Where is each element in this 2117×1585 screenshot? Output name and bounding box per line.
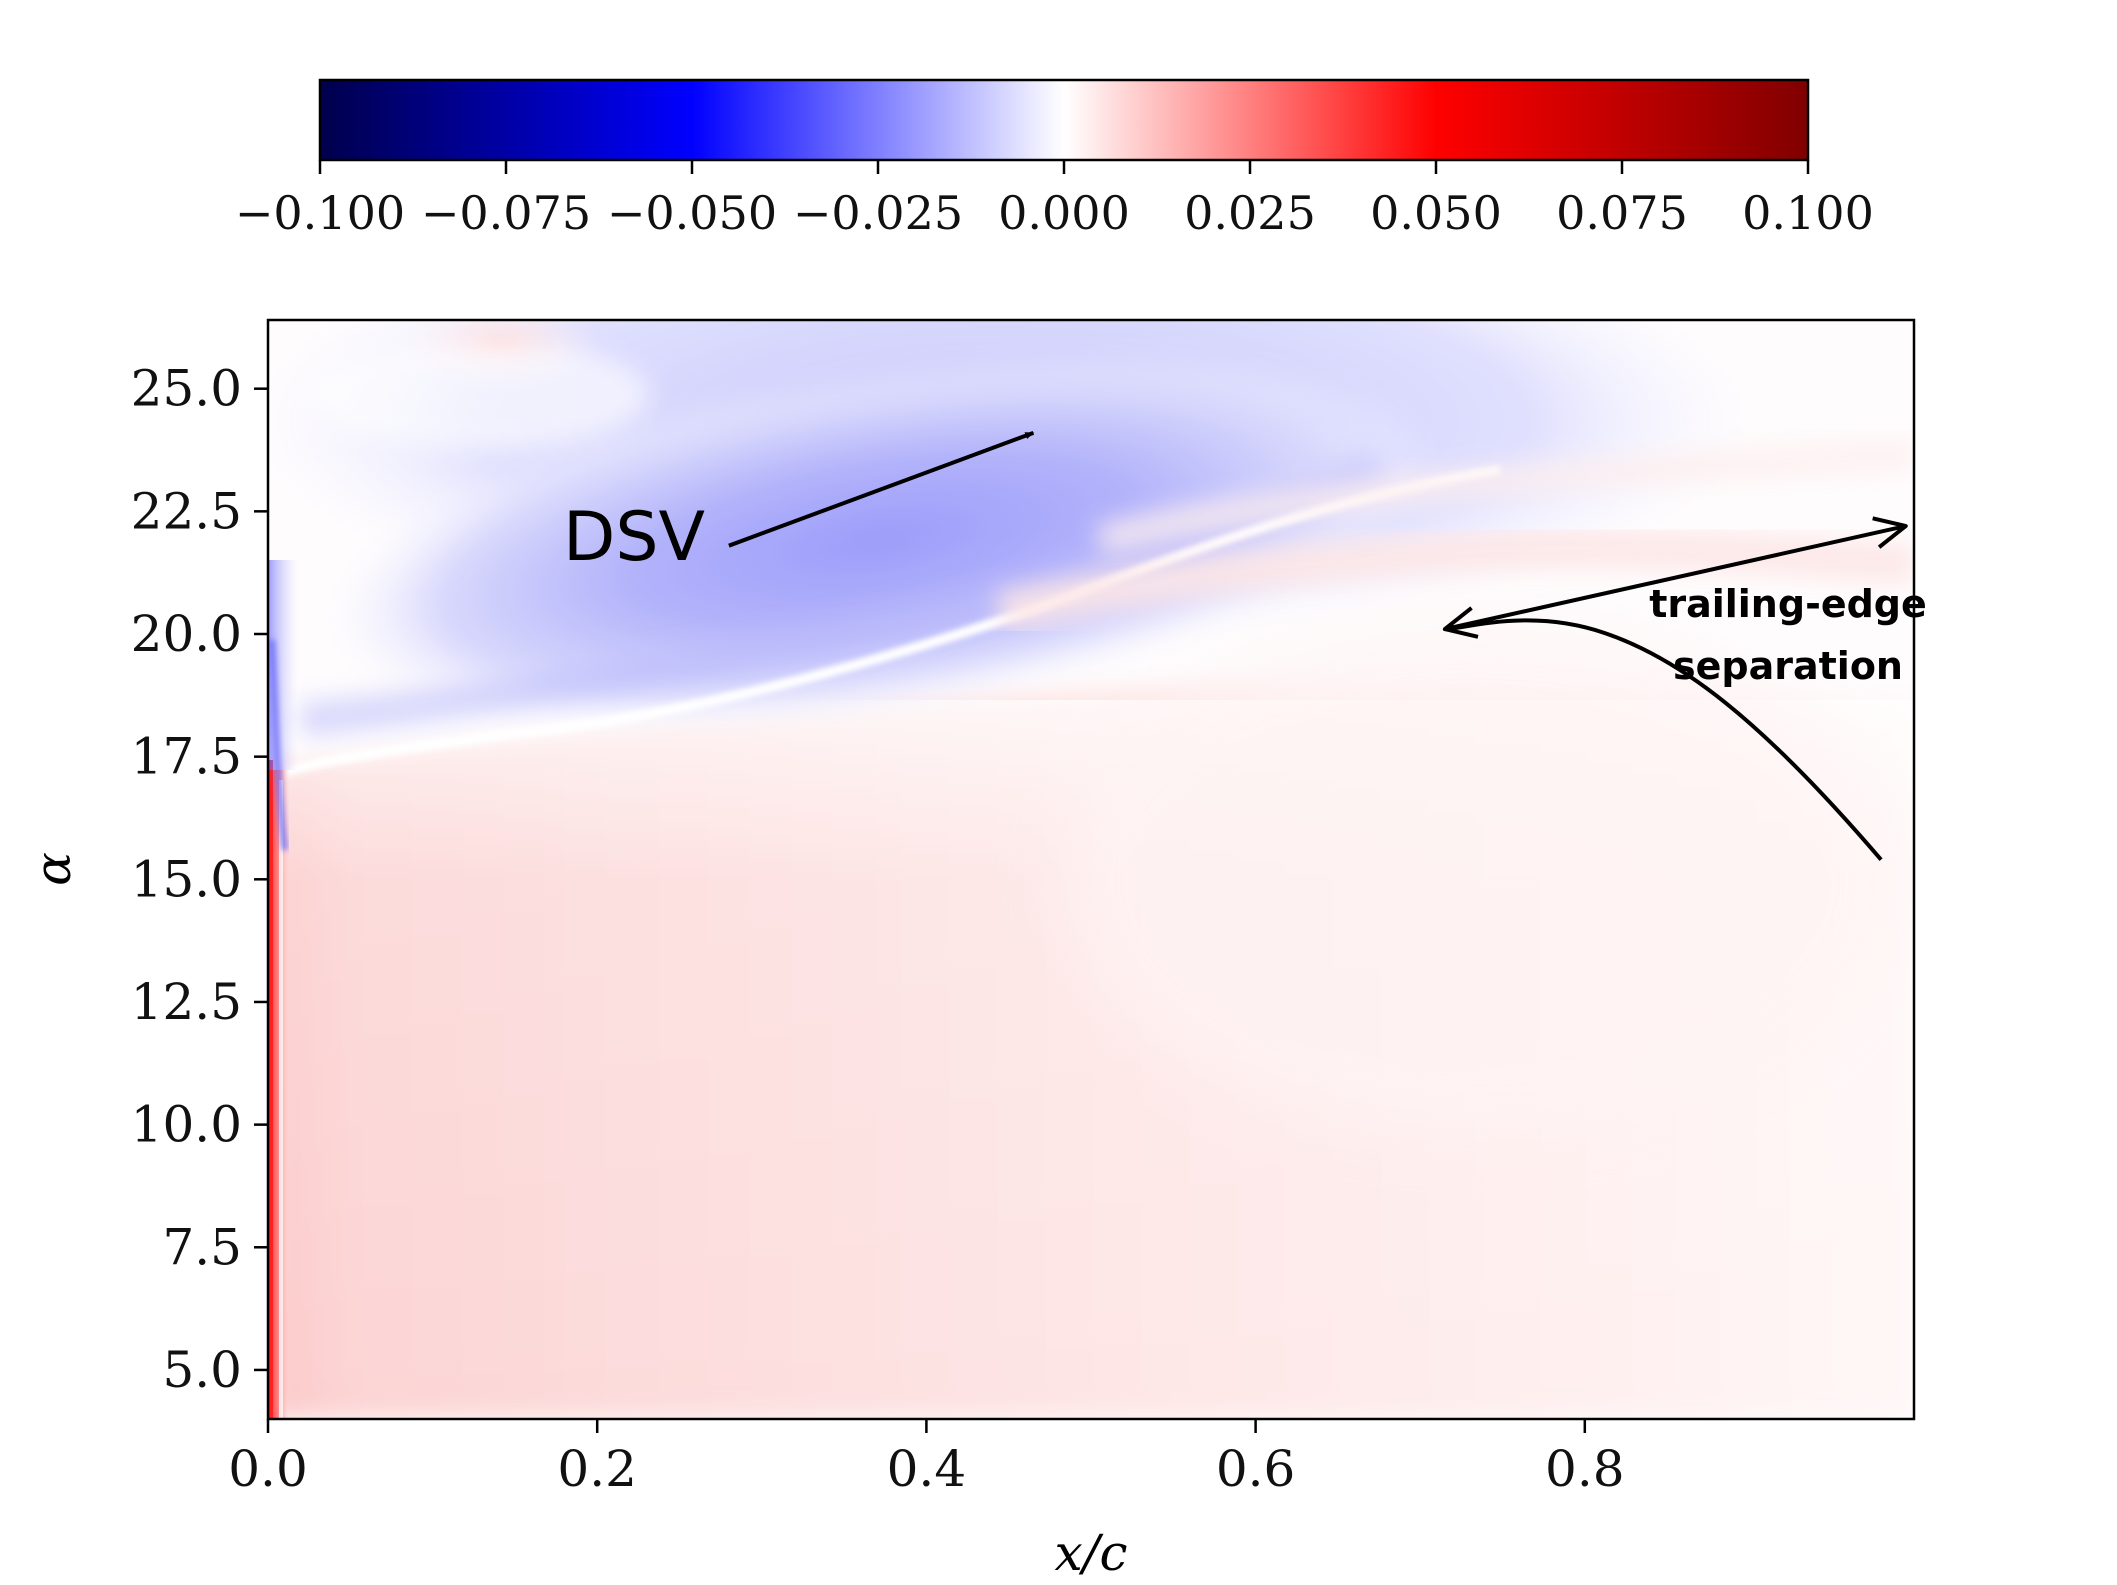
trailing-edge-curve bbox=[1444, 618, 1883, 861]
plot-area bbox=[268, 320, 1914, 1419]
colorbar-tick-label: 0.050 bbox=[1370, 186, 1502, 240]
y-tick-label: 10.0 bbox=[131, 1096, 242, 1154]
colorbar-tick-label: −0.050 bbox=[607, 186, 777, 240]
dsv-core bbox=[326, 350, 1434, 730]
colorbar: −0.100 −0.075 −0.050 −0.025 0.000 0.025 0.050 0… bbox=[235, 78, 1874, 240]
y-tick-label: 20.0 bbox=[131, 605, 242, 663]
colorbar-tick-label: −0.075 bbox=[421, 186, 591, 240]
trailing-edge-annotation: trailing-edge separation bbox=[1442, 516, 1927, 861]
y-tick-label: 7.5 bbox=[162, 1218, 242, 1276]
dsv-annotation: DSV bbox=[563, 430, 1035, 577]
y-tick-label: 12.5 bbox=[131, 973, 242, 1031]
y-tick-label: 5.0 bbox=[162, 1341, 242, 1399]
top-white-arc bbox=[310, 340, 650, 450]
colorbar-tick-label: −0.025 bbox=[793, 186, 963, 240]
leading-edge-red-line bbox=[268, 760, 273, 1419]
x-tick-label: 0.2 bbox=[557, 1440, 637, 1498]
x-tick-label: 0.6 bbox=[1216, 1440, 1296, 1498]
x-axis-title: x/c bbox=[1054, 1524, 1127, 1582]
positive-shear-layer-upper bbox=[1096, 440, 1914, 555]
colorbar-tick-label: 0.025 bbox=[1184, 186, 1316, 240]
trailing-edge-label-line2: separation bbox=[1673, 644, 1903, 688]
colorbar-ticks: −0.100 −0.075 −0.050 −0.025 0.000 0.025 0.050 0… bbox=[235, 160, 1874, 240]
leading-edge-blue-wash bbox=[268, 560, 298, 770]
dsv-label: DSV bbox=[563, 498, 705, 577]
dsv-arrow bbox=[728, 430, 1035, 548]
trailing-red-wash bbox=[1060, 620, 1900, 1140]
shear-layer-line bbox=[283, 465, 1501, 777]
colorbar-tick-label: −0.100 bbox=[235, 186, 405, 240]
y-axis: 5.0 7.5 10.0 12.5 15.0 17.5 20.0 22.5 25.0 bbox=[131, 360, 268, 1399]
y-axis-title: α bbox=[24, 852, 82, 886]
x-axis: 0.0 0.2 0.4 0.6 0.8 bbox=[228, 1419, 1625, 1498]
y-tick-label: 15.0 bbox=[131, 850, 242, 908]
x-tick-label: 0.0 bbox=[228, 1440, 308, 1498]
x-tick-label: 0.8 bbox=[1545, 1440, 1625, 1498]
y-tick-label: 25.0 bbox=[131, 360, 242, 418]
colorbar-tick-label: 0.000 bbox=[998, 186, 1130, 240]
y-tick-label: 22.5 bbox=[131, 482, 242, 540]
positive-shear-layer bbox=[995, 528, 1914, 632]
y-tick-label: 17.5 bbox=[131, 728, 242, 786]
trailing-edge-label-line1: trailing-edge bbox=[1649, 582, 1927, 626]
colorbar-gradient bbox=[318, 78, 1810, 162]
colorbar-tick-label: 0.100 bbox=[1742, 186, 1874, 240]
colorbar-tick-label: 0.075 bbox=[1556, 186, 1688, 240]
plot-frame bbox=[266, 318, 1916, 1421]
x-tick-label: 0.4 bbox=[887, 1440, 967, 1498]
